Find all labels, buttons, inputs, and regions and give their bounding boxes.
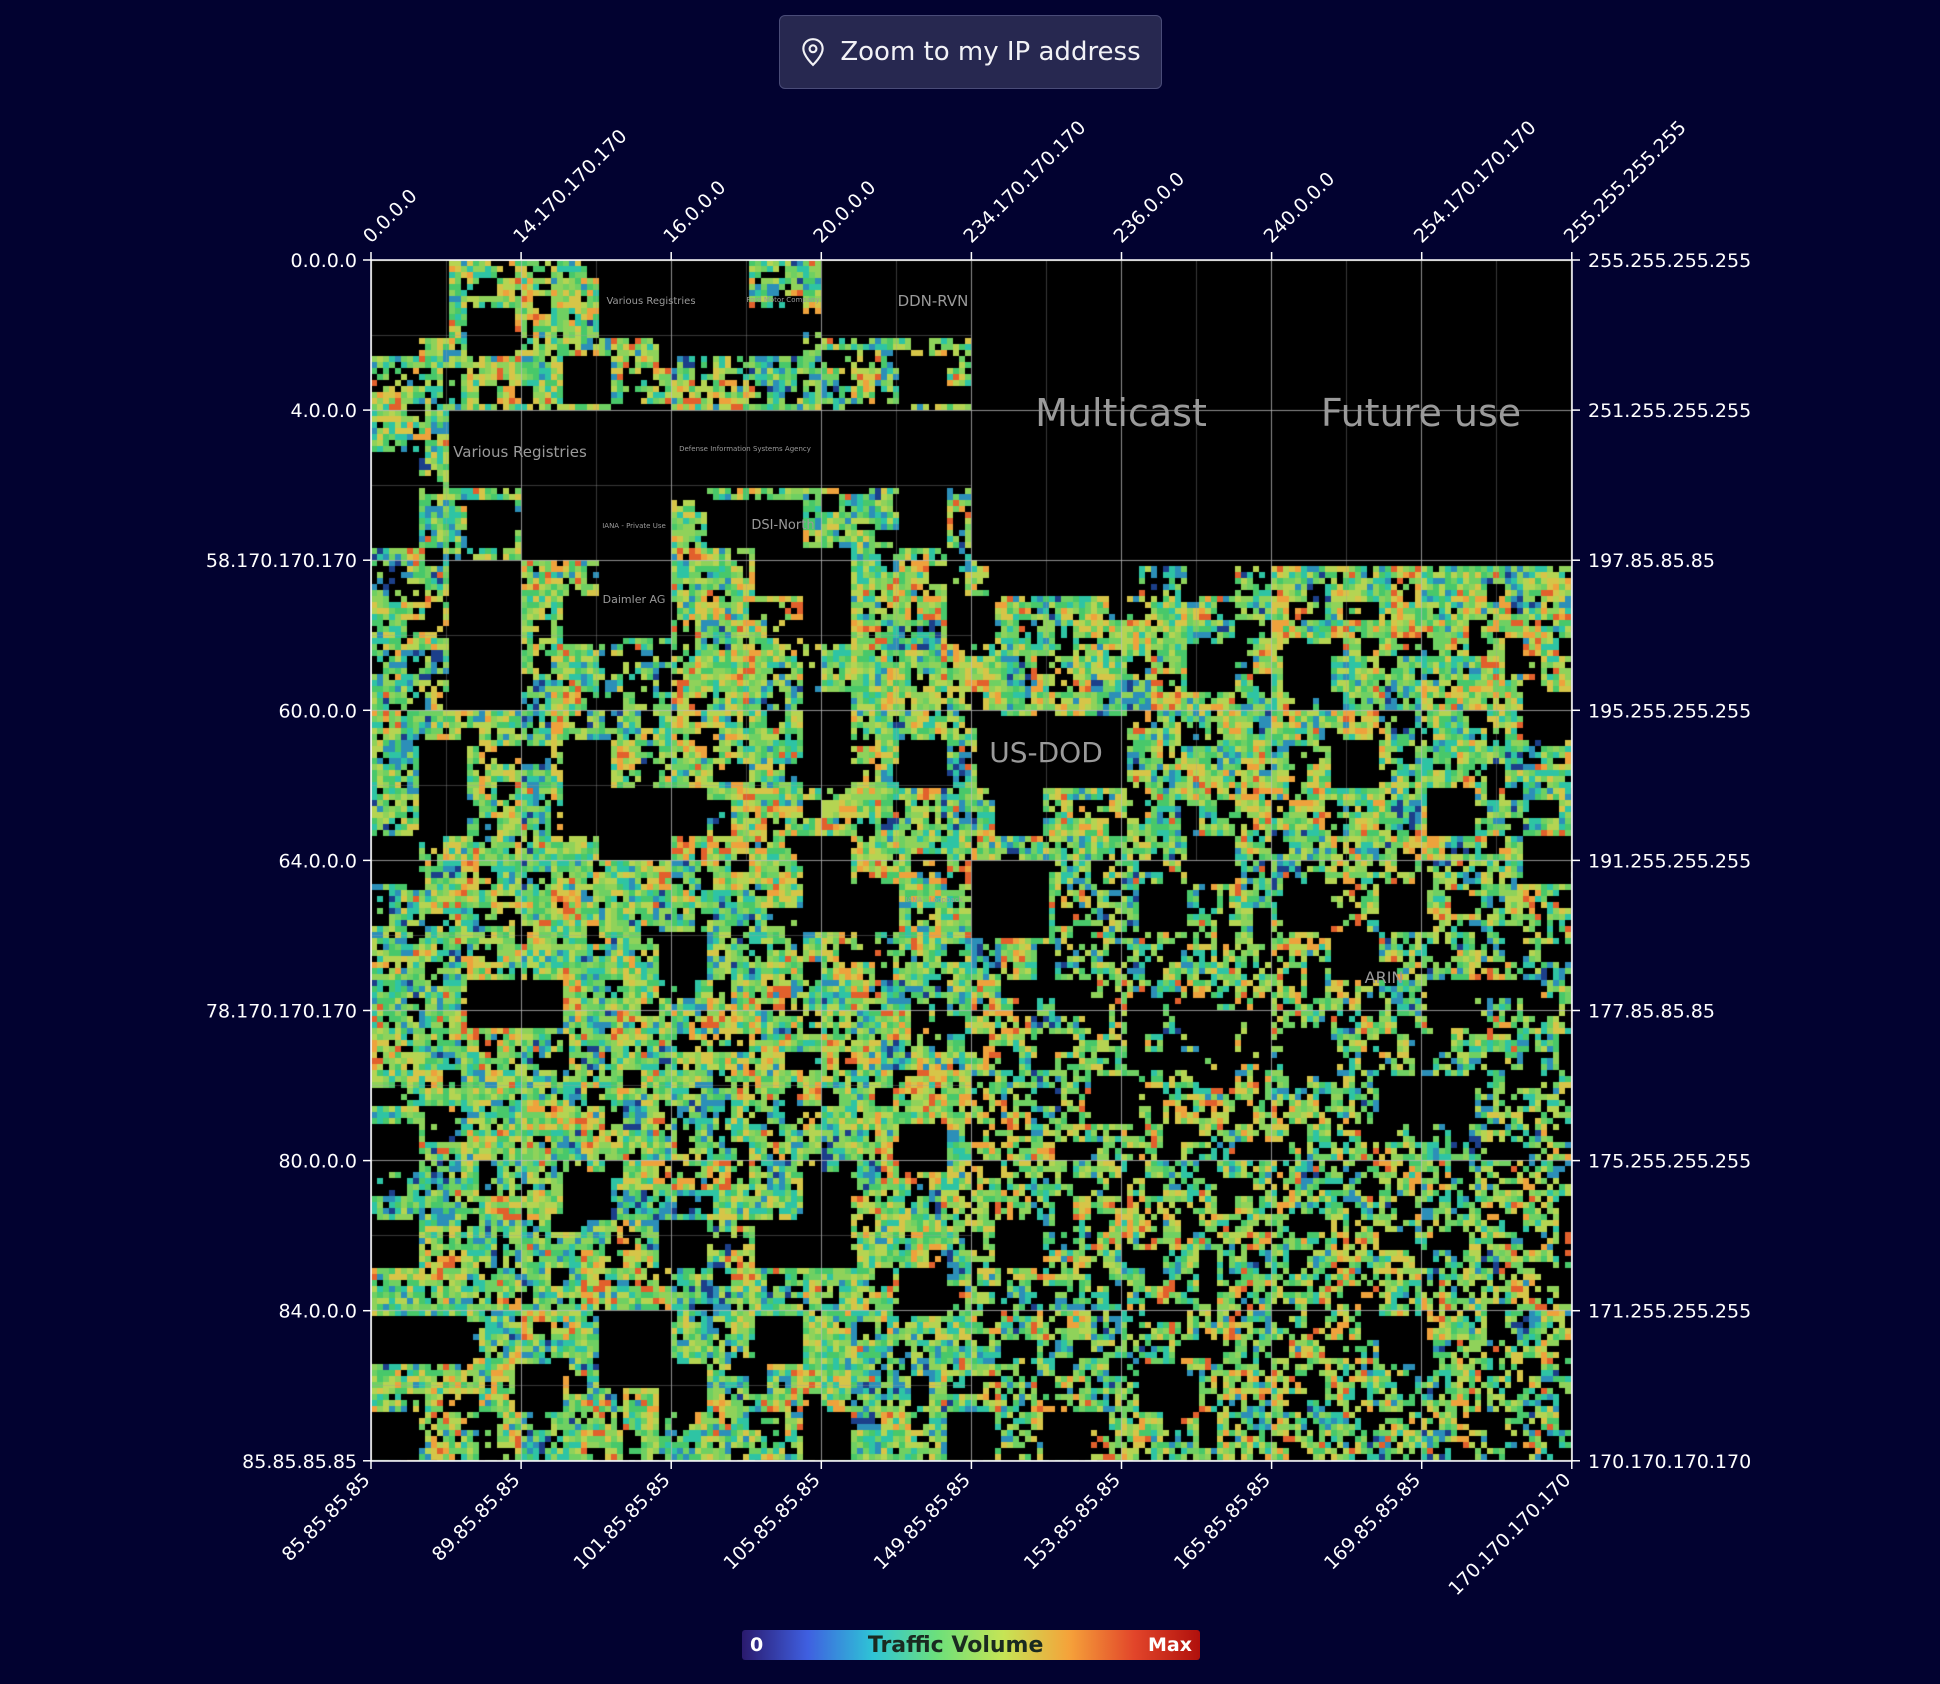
left-axis-label: 58.170.170.170 — [206, 550, 357, 572]
left-axis-label: 60.0.0.0 — [278, 700, 357, 722]
top-axis-label: 255.255.255.255 — [1560, 117, 1691, 248]
legend-gradient-bar — [742, 1630, 1200, 1660]
zoom-to-ip-button[interactable]: Zoom to my IP address — [779, 15, 1162, 89]
bottom-axis-label: 105.85.85.85 — [720, 1469, 825, 1574]
left-axis-label: 78.170.170.170 — [206, 1001, 357, 1023]
bottom-axis-label: 169.85.85.85 — [1320, 1469, 1425, 1574]
top-axis-label: 240.0.0.0 — [1260, 168, 1340, 248]
bottom-axis-label: 165.85.85.85 — [1170, 1469, 1275, 1574]
left-axis-label: 85.85.85.85 — [242, 1451, 357, 1473]
bottom-axis-label: 89.85.85.85 — [428, 1469, 525, 1566]
right-axis-label: 195.255.255.255 — [1588, 700, 1751, 722]
top-axis-label: 254.170.170.170 — [1410, 117, 1541, 248]
left-axis-label: 84.0.0.0 — [278, 1301, 357, 1323]
zoom-button-label: Zoom to my IP address — [840, 37, 1141, 67]
bottom-axis-label: 170.170.170.170 — [1444, 1469, 1575, 1600]
block-label: DSI-North — [751, 518, 814, 533]
top-axis-label: 0.0.0.0 — [359, 185, 422, 248]
block-label: Various Registries — [606, 296, 695, 307]
block-label: IANA - Loopback — [905, 896, 963, 904]
top-axis-label: 236.0.0.0 — [1109, 168, 1189, 248]
legend-min-label: 0 — [750, 1634, 764, 1656]
left-axis-label: 4.0.0.0 — [291, 400, 357, 422]
right-axis-label: 197.85.85.85 — [1588, 550, 1715, 572]
block-label: Daimler AG — [603, 593, 666, 606]
right-axis-label: 177.85.85.85 — [1588, 1001, 1715, 1023]
block-label: IANA - Private Use — [602, 522, 666, 530]
top-axis-label: 234.170.170.170 — [959, 117, 1090, 248]
map-pin-icon — [802, 38, 825, 67]
bottom-axis-label: 101.85.85.85 — [569, 1469, 674, 1574]
right-axis-label: 191.255.255.255 — [1588, 850, 1751, 872]
block-label: ARIN — [1365, 968, 1404, 987]
top-axis-label: 14.170.170.170 — [509, 125, 631, 247]
bottom-axis-label: 85.85.85.85 — [278, 1469, 375, 1566]
top-axis-label: 16.0.0.0 — [659, 176, 730, 247]
left-axis-label: 0.0.0.0 — [291, 250, 357, 272]
left-axis-label: 80.0.0.0 — [278, 1151, 357, 1173]
bottom-axis-label: 149.85.85.85 — [870, 1469, 975, 1574]
bottom-axis-label: 153.85.85.85 — [1020, 1469, 1125, 1574]
legend-max-label: Max — [1148, 1634, 1192, 1656]
block-label: Various Registries — [453, 443, 587, 461]
traffic-heatmap[interactable] — [371, 260, 1572, 1461]
top-axis-label: 20.0.0.0 — [809, 176, 880, 247]
right-axis-label: 171.255.255.255 — [1588, 1301, 1751, 1323]
right-axis-label: 251.255.255.255 — [1588, 400, 1751, 422]
right-axis-label: 255.255.255.255 — [1588, 250, 1751, 272]
block-label: US-DOD — [989, 736, 1103, 769]
plot-frame — [370, 259, 1573, 1462]
right-axis-label: 170.170.170.170 — [1588, 1451, 1751, 1473]
block-label: Multicast — [1035, 391, 1207, 435]
right-axis-label: 175.255.255.255 — [1588, 1151, 1751, 1173]
block-label: DDN-RVN — [898, 292, 969, 310]
block-label: Future use — [1321, 391, 1521, 435]
block-label: Defense Information Systems Agency — [679, 445, 811, 453]
left-axis-label: 64.0.0.0 — [278, 850, 357, 872]
traffic-legend: 0 Traffic Volume Max — [742, 1630, 1200, 1660]
block-label: Ford Motor Company — [746, 296, 819, 304]
legend-title: Traffic Volume — [867, 1632, 1044, 1658]
